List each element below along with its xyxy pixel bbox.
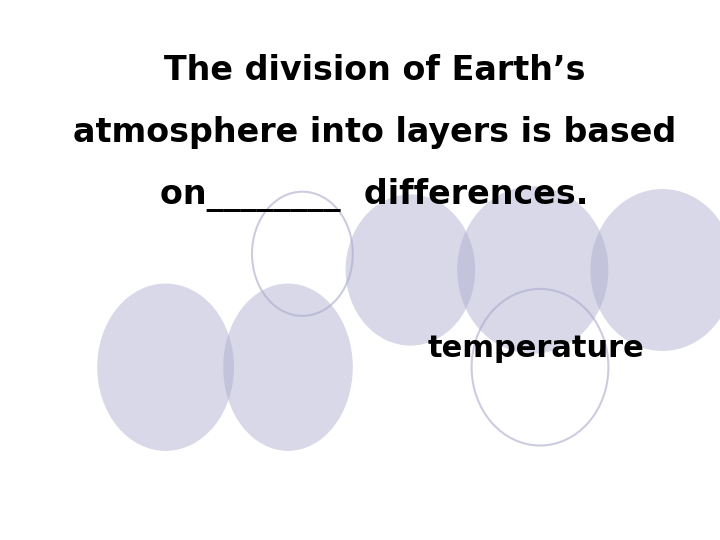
Text: on________  differences.: on________ differences.: [161, 178, 588, 212]
Ellipse shape: [346, 194, 475, 346]
Text: atmosphere into layers is based: atmosphere into layers is based: [73, 116, 676, 149]
Ellipse shape: [97, 284, 234, 451]
Ellipse shape: [223, 284, 353, 451]
Text: temperature: temperature: [428, 334, 645, 363]
Text: The division of Earth’s: The division of Earth’s: [163, 54, 585, 87]
Ellipse shape: [457, 186, 608, 354]
Ellipse shape: [590, 189, 720, 351]
